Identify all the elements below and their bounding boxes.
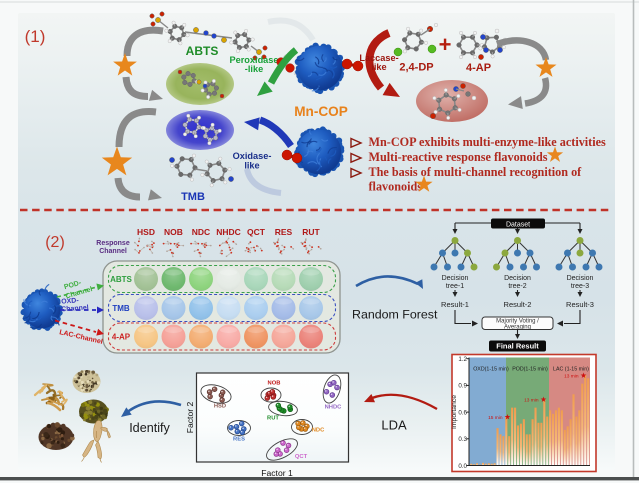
svg-text:0.3: 0.3 bbox=[458, 436, 467, 443]
svg-text:TMB: TMB bbox=[181, 191, 205, 203]
svg-text:TMB: TMB bbox=[112, 304, 130, 313]
svg-text:Result-3: Result-3 bbox=[566, 300, 594, 309]
svg-text:Dataset: Dataset bbox=[506, 222, 530, 229]
svg-text:NOB: NOB bbox=[268, 381, 281, 387]
svg-text:4-AP: 4-AP bbox=[466, 62, 491, 74]
svg-text:flavonoids: flavonoids bbox=[369, 180, 423, 194]
svg-text:Final Result: Final Result bbox=[496, 342, 539, 351]
svg-text:Response: Response bbox=[96, 240, 130, 247]
svg-text:Identify: Identify bbox=[129, 421, 170, 435]
svg-text:QCT: QCT bbox=[247, 227, 266, 237]
svg-text:NOB: NOB bbox=[164, 227, 183, 237]
svg-text:Result-1: Result-1 bbox=[441, 300, 469, 309]
svg-text:Factor 2: Factor 2 bbox=[185, 402, 195, 434]
svg-text:-like: -like bbox=[245, 64, 263, 74]
svg-text:Decision: Decision bbox=[567, 275, 594, 282]
svg-text:LAC (1-15 min): LAC (1-15 min) bbox=[553, 367, 589, 373]
svg-text:2,4-DP: 2,4-DP bbox=[399, 62, 433, 74]
svg-text:RUT: RUT bbox=[302, 227, 320, 237]
svg-text:Result-2: Result-2 bbox=[504, 300, 532, 309]
svg-text:RES: RES bbox=[275, 227, 293, 237]
svg-text:Peroxidase: Peroxidase bbox=[229, 55, 278, 65]
svg-text:POD-: POD- bbox=[63, 279, 82, 291]
svg-text:0.9: 0.9 bbox=[458, 383, 467, 390]
svg-text:NDC: NDC bbox=[312, 428, 325, 434]
svg-text:OXD(1-15 min): OXD(1-15 min) bbox=[473, 367, 509, 373]
svg-text:13 min: 13 min bbox=[564, 374, 579, 380]
svg-text:HSD: HSD bbox=[214, 404, 226, 410]
svg-text:RUT: RUT bbox=[267, 416, 279, 422]
svg-text:The basis of multi-channel rec: The basis of multi-channel recognition o… bbox=[369, 165, 583, 179]
svg-text:OXD-: OXD- bbox=[61, 297, 80, 305]
svg-text:POD(1-15 min): POD(1-15 min) bbox=[512, 367, 548, 373]
svg-text:HSD: HSD bbox=[137, 227, 155, 237]
svg-text:Multi-reactive response flavon: Multi-reactive response flavonoids bbox=[369, 150, 548, 164]
svg-text:Averaging: Averaging bbox=[504, 325, 531, 331]
svg-text:Majority Voting /: Majority Voting / bbox=[496, 319, 539, 325]
svg-text:+: + bbox=[439, 32, 452, 57]
svg-text:Importance: Importance bbox=[451, 395, 458, 429]
svg-text:NHDC: NHDC bbox=[216, 227, 241, 237]
svg-text:ABTS: ABTS bbox=[110, 275, 132, 284]
svg-text:15 min: 15 min bbox=[488, 415, 503, 421]
svg-text:tree-2: tree-2 bbox=[508, 283, 526, 290]
svg-text:tree-3: tree-3 bbox=[571, 283, 589, 290]
svg-text:Decision: Decision bbox=[504, 275, 531, 282]
svg-text:Channel: Channel bbox=[99, 248, 127, 255]
svg-text:NDC: NDC bbox=[192, 227, 210, 237]
svg-text:4-AP: 4-AP bbox=[112, 333, 131, 342]
svg-text:0.6: 0.6 bbox=[458, 409, 467, 416]
svg-text:LDA: LDA bbox=[381, 418, 407, 433]
svg-text:Laccase-: Laccase- bbox=[359, 53, 398, 63]
svg-text:tree-1: tree-1 bbox=[446, 283, 464, 290]
svg-text:(2): (2) bbox=[45, 234, 65, 251]
svg-text:QCT: QCT bbox=[295, 454, 308, 460]
svg-text:(1): (1) bbox=[25, 27, 46, 46]
svg-text:Factor 1: Factor 1 bbox=[261, 468, 293, 478]
svg-text:Mn-COP: Mn-COP bbox=[294, 104, 348, 119]
svg-text:Random Forest: Random Forest bbox=[352, 308, 438, 322]
svg-text:NHDC: NHDC bbox=[325, 405, 343, 411]
svg-text:like: like bbox=[371, 62, 386, 72]
svg-text:Oxidase-: Oxidase- bbox=[233, 151, 272, 161]
svg-text:RES: RES bbox=[233, 437, 245, 443]
svg-text:Mn-COP exhibits multi-enzyme-l: Mn-COP exhibits multi-enzyme-like activi… bbox=[369, 135, 607, 149]
svg-text:Decision: Decision bbox=[442, 275, 469, 282]
svg-text:Channel: Channel bbox=[61, 304, 89, 313]
svg-text:ABTS: ABTS bbox=[186, 44, 219, 58]
svg-text:13 min: 13 min bbox=[524, 398, 539, 404]
svg-text:0.0: 0.0 bbox=[458, 463, 467, 470]
svg-text:1.2: 1.2 bbox=[458, 356, 467, 363]
svg-text:like: like bbox=[244, 161, 259, 171]
